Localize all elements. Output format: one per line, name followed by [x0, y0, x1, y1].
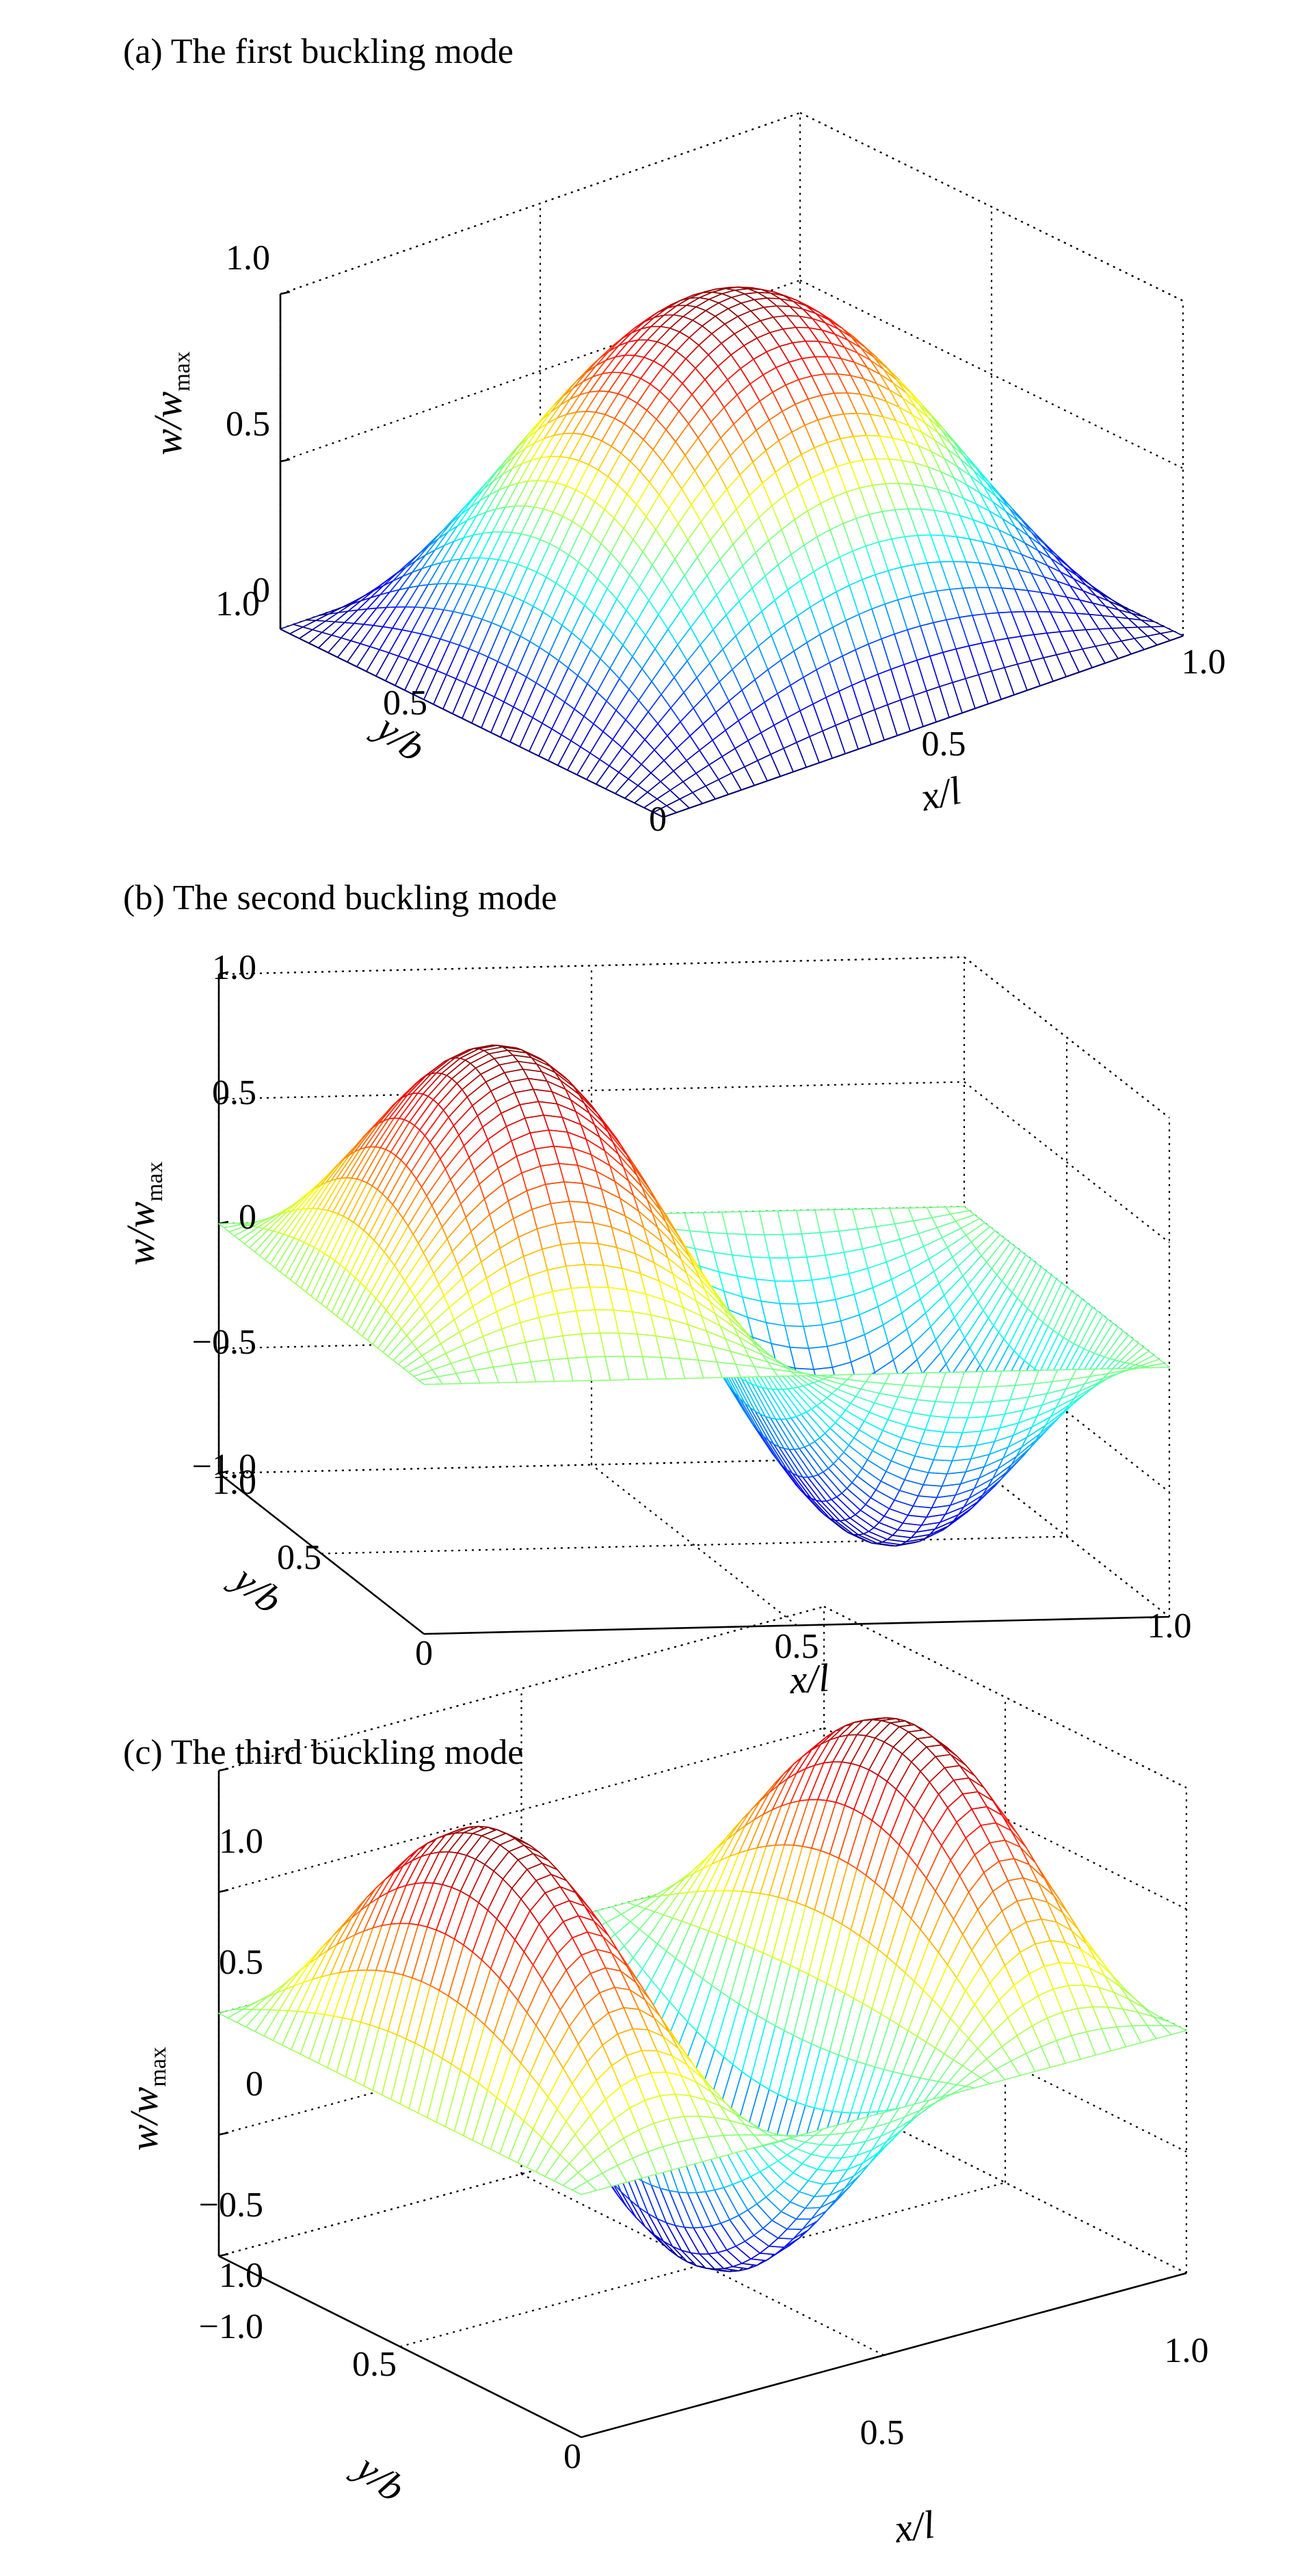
grid-line [799, 112, 1184, 301]
panel-b-title: (b) The second buckling mode [123, 878, 557, 917]
x-tick-label: 1.0 [1147, 1607, 1192, 1646]
x-tick-label: 0.5 [922, 725, 966, 764]
z-tick-mark [280, 458, 291, 463]
y-tick-label: 0 [649, 800, 667, 839]
z-tick-mark [280, 291, 291, 295]
z-tick-label: −1.0 [192, 1447, 256, 1486]
z-tick-label: 0.5 [212, 1073, 256, 1112]
z-tick-label: 0.5 [219, 1943, 263, 1982]
y-tick-label: 0.5 [352, 2345, 397, 2384]
x-tick-label: 0 [415, 1634, 433, 1673]
panel-a: (a) The first buckling mode 0.5 1.0 0 0.5 1.… [123, 32, 1226, 839]
z-tick-label: −1.0 [199, 2307, 263, 2346]
z-tick-label: 0 [239, 1198, 256, 1237]
x-tick-label: 1.0 [1182, 643, 1226, 682]
y-tick-label: 0.5 [277, 1538, 321, 1577]
x-tick-label: 0.5 [860, 2413, 905, 2452]
z-tick-label: 0.5 [226, 405, 270, 444]
grid-line [799, 280, 1184, 469]
z-tick-label: 1.0 [226, 239, 270, 278]
x-tick-label: 1.0 [1165, 2331, 1209, 2370]
y-tick-label: 1.0 [219, 2256, 263, 2295]
z-tick-label: 1.0 [219, 1822, 263, 1861]
z-tick-label: −0.5 [199, 2186, 263, 2225]
grid-line [280, 111, 801, 295]
z-tick-label: −0.5 [192, 1323, 256, 1362]
z-tick-label: 0 [252, 571, 270, 610]
panel-c-xlabel: x/l [891, 2501, 937, 2551]
z-tick-label: 0 [245, 2065, 263, 2104]
panel-c-title: (c) The third buckling mode [123, 1733, 523, 1772]
z-tick-label: 1.0 [212, 948, 256, 987]
y-tick-label: 0 [563, 2437, 581, 2476]
panel-a-title: (a) The first buckling mode [123, 32, 514, 71]
panel-a-surface [280, 286, 1184, 818]
